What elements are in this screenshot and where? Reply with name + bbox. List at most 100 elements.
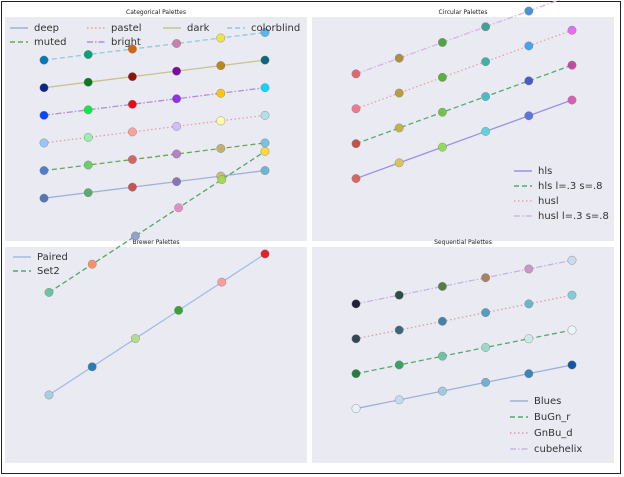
data-point xyxy=(174,305,184,315)
legend-label: hls l=.3 s=.8 xyxy=(538,181,603,192)
data-point xyxy=(437,107,447,117)
legend-label: dark xyxy=(187,23,210,34)
data-point xyxy=(216,116,226,126)
data-point xyxy=(216,88,226,98)
data-point xyxy=(260,28,270,37)
data-point xyxy=(127,182,137,192)
series-blues xyxy=(351,360,577,413)
data-point xyxy=(437,142,447,152)
legend-label: deep xyxy=(34,23,59,34)
legend-label: Blues xyxy=(534,396,561,407)
data-point xyxy=(524,6,534,16)
data-point xyxy=(83,160,93,170)
data-point xyxy=(481,57,490,67)
data-point xyxy=(524,76,534,86)
data-point xyxy=(127,155,137,164)
panel-title: Sequential Palettes xyxy=(434,239,492,246)
legend-label: Set2 xyxy=(37,266,60,277)
series-line xyxy=(43,59,266,89)
data-point xyxy=(127,72,137,82)
legend-label: muted xyxy=(34,37,67,48)
data-point xyxy=(567,25,577,35)
data-point xyxy=(87,259,97,269)
series-line xyxy=(43,87,266,116)
series-line xyxy=(355,259,573,305)
data-point xyxy=(481,343,490,352)
series-husl-l-3-s-8 xyxy=(351,0,562,79)
data-point xyxy=(260,83,270,93)
legend-label: Paired xyxy=(37,252,68,263)
data-point xyxy=(481,92,490,101)
series-line xyxy=(355,0,562,75)
series-line xyxy=(355,364,573,410)
data-point xyxy=(524,264,534,274)
panel-sequential: Sequential Palettes Blues BuGn_r GnBu_dcube… xyxy=(312,239,614,463)
data-point xyxy=(351,334,361,344)
legend-label: husl xyxy=(538,196,559,207)
legend-label: bright xyxy=(111,37,141,48)
data-point xyxy=(216,33,226,43)
data-point xyxy=(44,390,54,400)
series-line xyxy=(355,294,573,340)
data-point xyxy=(83,77,93,87)
data-point xyxy=(260,146,270,156)
data-point xyxy=(174,203,184,213)
legend-label: pastel xyxy=(111,23,142,34)
data-point xyxy=(524,369,534,379)
legend-label: husl l=.3 s=.8 xyxy=(538,211,609,222)
data-point xyxy=(437,38,447,47)
legend-label: cubehelix xyxy=(534,444,582,455)
data-point xyxy=(83,105,93,115)
data-point xyxy=(481,22,490,32)
legend-label: colorblind xyxy=(251,23,300,34)
data-point xyxy=(437,386,447,396)
legend: deep muted pastel bright dark colorblind xyxy=(10,23,300,48)
series-muted xyxy=(39,138,270,175)
data-point xyxy=(481,273,490,283)
data-point xyxy=(481,308,490,317)
data-point xyxy=(567,60,577,70)
panel-title: Brewer Palettes xyxy=(132,239,179,246)
data-point xyxy=(130,231,140,241)
data-point xyxy=(83,50,93,59)
data-point xyxy=(567,95,577,105)
data-point xyxy=(524,111,534,121)
data-point xyxy=(39,138,49,148)
data-point xyxy=(44,288,54,297)
series-line xyxy=(355,329,573,375)
series-bugn-r xyxy=(351,325,577,379)
panel-background xyxy=(5,247,307,463)
legend-label: hls xyxy=(538,166,552,177)
data-point xyxy=(351,174,361,183)
series-dark xyxy=(39,55,270,93)
data-point xyxy=(437,316,447,326)
data-point xyxy=(394,88,404,98)
panel-brewer: Brewer Palettes Paired Set2 xyxy=(5,146,307,463)
data-point xyxy=(217,277,227,287)
legend-label: BuGn_r xyxy=(534,412,571,423)
panel-background xyxy=(312,247,614,463)
data-point xyxy=(83,133,93,142)
series-line xyxy=(355,64,573,145)
data-point xyxy=(87,362,97,372)
data-point xyxy=(127,44,137,54)
series-line xyxy=(43,169,266,199)
data-point xyxy=(260,55,270,65)
series-bright xyxy=(39,83,270,120)
panel-categorical: Categorical Palettes deep muted pastel brigh… xyxy=(5,9,307,241)
data-point xyxy=(172,121,182,131)
legend: Blues BuGn_r GnBu_d cubehelix xyxy=(510,396,582,455)
legend: hls hls l=.3 s=.8 husl husl l=.3 s=.8 xyxy=(514,166,609,222)
data-point xyxy=(437,282,447,291)
series-paired xyxy=(44,249,270,400)
data-point xyxy=(351,69,361,79)
data-point xyxy=(524,41,534,51)
series-gnbu-d xyxy=(351,290,577,344)
series-hls xyxy=(351,95,577,183)
data-point xyxy=(39,166,49,175)
data-point xyxy=(83,188,93,198)
data-point xyxy=(394,290,404,300)
data-point xyxy=(394,123,404,133)
series-line xyxy=(355,99,573,180)
